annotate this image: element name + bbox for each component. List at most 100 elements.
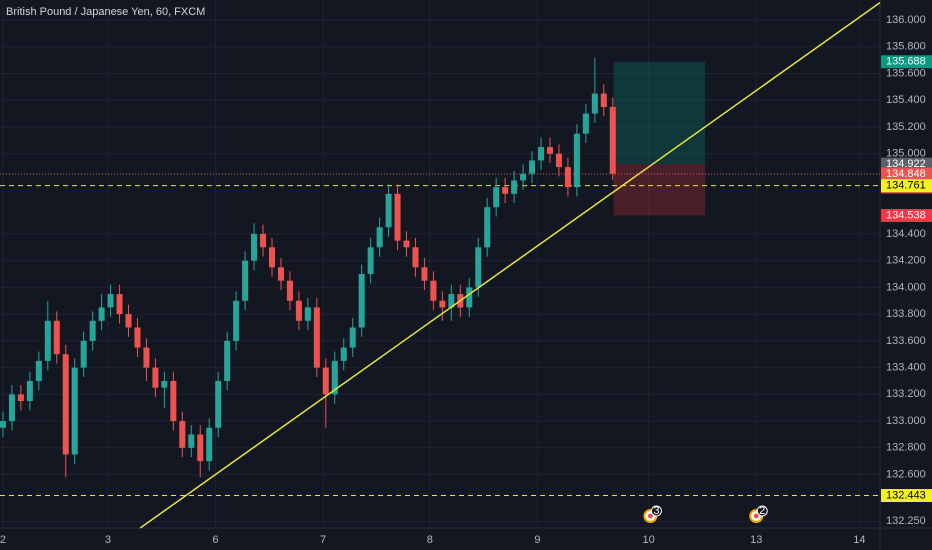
candle-body bbox=[403, 240, 410, 248]
candle-body bbox=[134, 327, 141, 348]
candle-body bbox=[385, 193, 392, 228]
candle-body bbox=[430, 280, 437, 301]
candle-body bbox=[322, 367, 329, 395]
candle-body bbox=[555, 153, 562, 168]
y-tick-label: 135.800 bbox=[886, 41, 926, 53]
y-tick-label: 135.600 bbox=[886, 67, 926, 79]
event-dot bbox=[647, 513, 653, 519]
candle-body bbox=[224, 340, 231, 381]
candle-body bbox=[89, 320, 96, 341]
y-tick-label: 133.400 bbox=[886, 362, 926, 374]
event-dot bbox=[753, 513, 759, 519]
event-count: 3 bbox=[653, 505, 659, 517]
x-tick-label: 3 bbox=[105, 534, 111, 546]
price-tag-label: 134.538 bbox=[886, 209, 926, 221]
y-tick-label: 135.200 bbox=[886, 121, 926, 133]
candle-body bbox=[71, 367, 78, 455]
candle-body bbox=[197, 434, 204, 462]
y-tick-label: 133.800 bbox=[886, 308, 926, 320]
price-tag bbox=[881, 489, 932, 503]
candle-body bbox=[295, 300, 302, 321]
y-tick-label: 134.000 bbox=[886, 281, 926, 293]
price-tag bbox=[881, 208, 932, 222]
candle-body bbox=[80, 340, 87, 368]
candle-body bbox=[538, 147, 545, 161]
candle-body bbox=[412, 247, 419, 268]
y-tick-label: 132.600 bbox=[886, 468, 926, 480]
y-tick-label: 133.000 bbox=[886, 415, 926, 427]
candle-body bbox=[53, 320, 60, 355]
y-tick-label: 134.400 bbox=[886, 228, 926, 240]
y-tick-label: 132.800 bbox=[886, 442, 926, 454]
candle-body bbox=[484, 207, 491, 248]
candle-body bbox=[466, 287, 473, 308]
candle-body bbox=[448, 294, 455, 308]
candle-body bbox=[376, 227, 383, 248]
price-tag-label: 132.443 bbox=[886, 489, 926, 501]
candle-body bbox=[233, 300, 240, 341]
candle-body bbox=[8, 394, 15, 422]
candle-body bbox=[125, 314, 132, 328]
candle-body bbox=[206, 427, 213, 462]
trend-line bbox=[139, 2, 881, 529]
candle-body bbox=[268, 247, 275, 268]
event-count: 2 bbox=[759, 505, 765, 517]
y-tick-label: 136.000 bbox=[886, 14, 926, 26]
candle-body bbox=[331, 360, 338, 395]
x-tick-label: 6 bbox=[212, 534, 218, 546]
price-tag bbox=[881, 167, 932, 181]
candle-body bbox=[251, 233, 258, 261]
candle-body bbox=[609, 106, 616, 174]
candle-body bbox=[161, 380, 168, 388]
candle-body bbox=[286, 280, 293, 301]
candle-body bbox=[358, 274, 365, 328]
candle-body bbox=[421, 267, 428, 281]
candle-body bbox=[143, 347, 150, 368]
y-tick-label: 133.600 bbox=[886, 335, 926, 347]
event-badge bbox=[650, 505, 662, 517]
candle-body bbox=[116, 294, 123, 315]
y-tick-label: 132.250 bbox=[886, 515, 926, 527]
candle-body bbox=[511, 180, 518, 194]
x-tick-label: 10 bbox=[643, 534, 655, 546]
candle-body bbox=[0, 421, 6, 428]
price-tag-label: 135.688 bbox=[886, 56, 926, 68]
candle-body bbox=[17, 394, 24, 402]
y-tick-label: 135.400 bbox=[886, 94, 926, 106]
candle-body bbox=[349, 327, 356, 348]
candle-body bbox=[26, 380, 33, 402]
x-tick-label: 13 bbox=[750, 534, 762, 546]
price-tag bbox=[881, 55, 932, 69]
price-tag-label: 134.761 bbox=[886, 180, 926, 192]
x-tick-label: 7 bbox=[320, 534, 326, 546]
y-tick-label: 135.000 bbox=[886, 148, 926, 160]
candle-body bbox=[475, 247, 482, 288]
candle-body bbox=[242, 260, 249, 301]
candle-body bbox=[107, 294, 114, 308]
event-badge bbox=[756, 505, 768, 517]
candle-body bbox=[529, 160, 536, 174]
price-tag bbox=[881, 179, 932, 193]
position-loss bbox=[613, 164, 706, 216]
candle-body bbox=[600, 93, 607, 107]
x-tick-label: 2 bbox=[0, 534, 6, 546]
candle-body bbox=[277, 267, 284, 281]
position-profit bbox=[613, 61, 706, 165]
candle-body bbox=[340, 347, 347, 361]
price-tag-label: 134.922 bbox=[886, 158, 926, 170]
candle-body bbox=[62, 354, 69, 455]
candle-body bbox=[573, 133, 580, 188]
x-tick-label: 8 bbox=[427, 534, 433, 546]
candle-body bbox=[188, 434, 195, 448]
candle-body bbox=[98, 307, 105, 321]
price-tag-label: 134.848 bbox=[886, 168, 926, 180]
candle-body bbox=[502, 187, 509, 194]
candle-body bbox=[35, 360, 42, 381]
candle-body bbox=[215, 380, 222, 428]
candle-body bbox=[564, 167, 571, 188]
candle-body bbox=[493, 187, 500, 208]
x-tick-label: 9 bbox=[534, 534, 540, 546]
candle-body bbox=[152, 367, 159, 388]
candle-body bbox=[582, 113, 589, 134]
